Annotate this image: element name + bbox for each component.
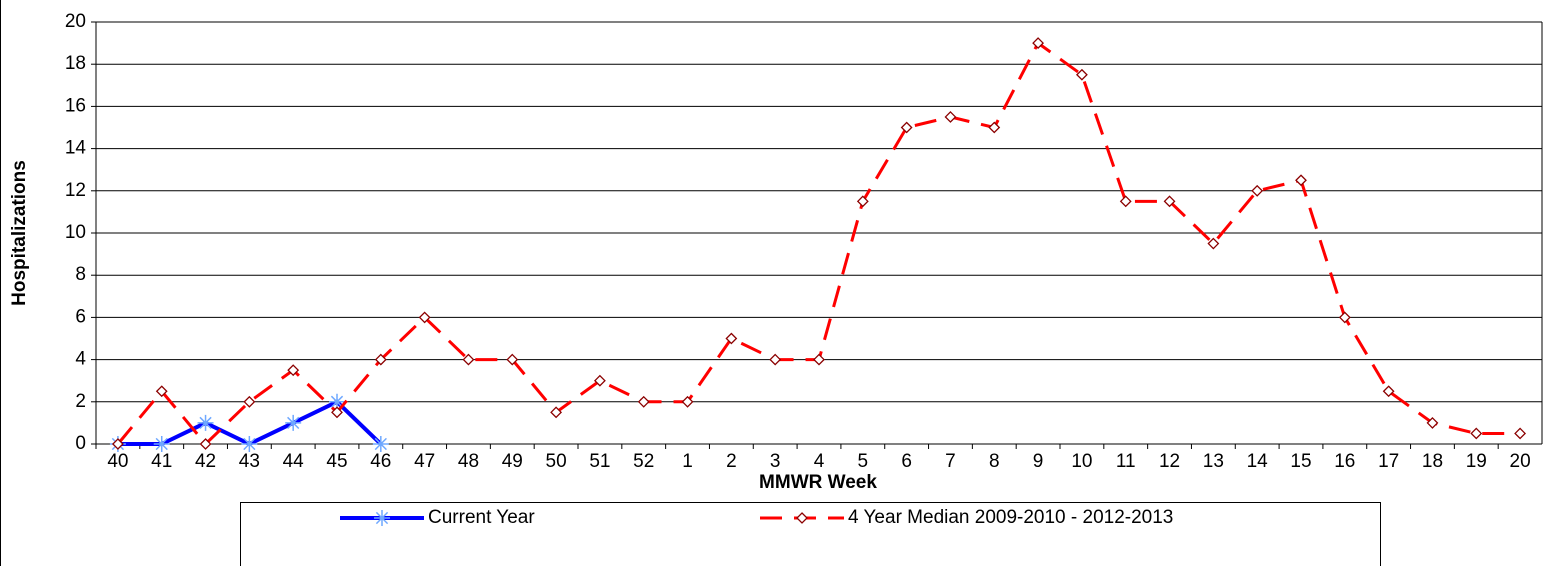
- marker: [418, 311, 431, 324]
- marker: [796, 512, 808, 524]
- x-tick-label: 19: [1466, 451, 1487, 472]
- marker: [155, 385, 168, 398]
- marker: [1251, 184, 1264, 197]
- marker: [374, 510, 390, 526]
- y-axis-label: Hospitalizations: [9, 160, 30, 306]
- x-tick-label: 12: [1159, 451, 1180, 472]
- marker: [1382, 385, 1395, 398]
- marker: [769, 353, 782, 366]
- marker: [374, 353, 387, 366]
- x-tick-label: 20: [1510, 451, 1531, 472]
- marker: [287, 364, 300, 377]
- x-tick-label: 9: [1033, 451, 1044, 472]
- marker: [944, 111, 957, 123]
- marker: [1032, 37, 1045, 50]
- legend-box: [240, 502, 1381, 566]
- legend-label: 4 Year Median 2009-2010 - 2012-2013: [848, 507, 1173, 528]
- x-tick-label: 18: [1422, 451, 1443, 472]
- x-tick-label: 49: [502, 451, 523, 472]
- x-tick-label: 48: [458, 451, 479, 472]
- y-tick-label: 14: [65, 138, 87, 159]
- marker: [329, 393, 345, 410]
- x-tick-label: 51: [589, 451, 610, 472]
- marker: [1075, 68, 1088, 81]
- x-tick-label: 46: [370, 451, 391, 472]
- marker: [241, 436, 258, 452]
- x-tick-label: 3: [770, 451, 781, 472]
- marker: [593, 374, 606, 387]
- x-tick-label: 43: [239, 451, 260, 472]
- marker: [243, 395, 256, 408]
- series-line: [116, 40, 1521, 447]
- x-tick-label: 42: [195, 451, 216, 472]
- x-tick-label: 44: [283, 451, 305, 472]
- x-tick-label: 47: [414, 451, 435, 472]
- marker: [111, 438, 124, 450]
- marker: [285, 414, 302, 431]
- y-tick-label: 6: [75, 306, 86, 327]
- marker: [725, 332, 738, 345]
- x-tick-label: 5: [858, 451, 869, 472]
- marker: [1207, 237, 1220, 250]
- x-tick-label: 10: [1071, 451, 1092, 472]
- marker: [1338, 311, 1351, 324]
- y-tick-label: 2: [75, 391, 86, 412]
- y-tick-label: 4: [75, 349, 86, 370]
- marker: [199, 438, 212, 450]
- marker: [637, 395, 650, 408]
- marker: [1514, 427, 1527, 440]
- x-tick-label: 2: [726, 451, 737, 472]
- legend-label: Current Year: [428, 507, 535, 528]
- marker: [813, 353, 825, 366]
- marker: [1163, 195, 1176, 208]
- x-tick-label: 14: [1247, 451, 1269, 472]
- marker: [506, 353, 519, 366]
- marker: [900, 121, 913, 134]
- marker: [1295, 174, 1307, 187]
- x-tick-label: 1: [682, 451, 693, 472]
- y-tick-label: 8: [75, 264, 86, 285]
- y-tick-label: 12: [65, 180, 86, 201]
- marker: [462, 353, 475, 366]
- x-tick-label: 41: [151, 451, 172, 472]
- y-tick-label: 10: [65, 222, 86, 243]
- y-tick-label: 0: [75, 433, 86, 454]
- y-tick-label: 16: [65, 95, 86, 116]
- y-tick-label: 20: [65, 11, 86, 32]
- marker: [1119, 195, 1132, 208]
- x-axis-label: MMWR Week: [759, 472, 877, 493]
- x-tick-label: 13: [1203, 451, 1224, 472]
- x-tick-label: 11: [1116, 451, 1136, 472]
- x-tick-label: 6: [901, 451, 912, 472]
- marker: [856, 195, 869, 208]
- x-tick-label: 16: [1334, 451, 1355, 472]
- marker: [1426, 416, 1439, 429]
- x-tick-label: 50: [546, 451, 567, 472]
- marker: [372, 436, 389, 452]
- x-tick-label: 45: [326, 451, 347, 472]
- x-tick-label: 40: [107, 451, 128, 472]
- y-tick-label: 18: [65, 53, 86, 74]
- x-tick-label: 7: [945, 451, 956, 472]
- x-tick-label: 4: [814, 451, 825, 472]
- x-tick-label: 17: [1378, 451, 1399, 472]
- marker: [550, 406, 563, 419]
- marker: [197, 414, 214, 431]
- x-tick-label: 52: [633, 451, 654, 472]
- x-tick-label: 15: [1290, 451, 1311, 472]
- marker: [681, 395, 694, 408]
- marker: [153, 436, 170, 452]
- marker: [988, 121, 1001, 134]
- marker: [331, 406, 343, 419]
- x-tick-label: 8: [989, 451, 1000, 472]
- marker: [1470, 427, 1483, 440]
